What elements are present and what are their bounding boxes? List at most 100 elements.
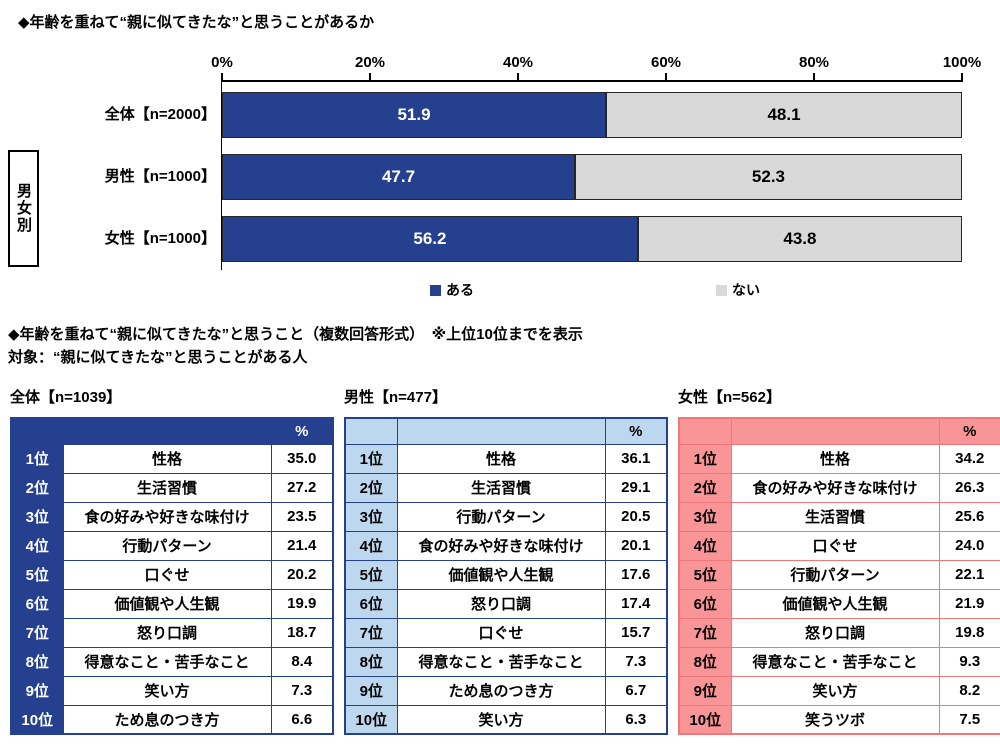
value-cell: 24.0 xyxy=(938,530,1000,561)
x-axis-line xyxy=(221,80,963,82)
legend-item-no: ない xyxy=(716,280,760,300)
table-row: 1位 性格 34.2 xyxy=(678,443,1000,474)
rank-cell: 8位 xyxy=(678,646,732,677)
rank-cell: 8位 xyxy=(10,646,64,677)
item-cell: 価値観や人生観 xyxy=(62,588,272,619)
value-cell: 19.9 xyxy=(270,588,334,619)
item-cell: 性格 xyxy=(62,443,272,474)
x-axis-tick-label: 20% xyxy=(354,54,386,71)
value-cell: 15.7 xyxy=(604,617,668,648)
table-row: 8位 得意なこと・苦手なこと 7.3 xyxy=(344,646,668,677)
ranking-table-female: % 1位 性格 34.2 2位 食の好みや好きな味付け 26.3 3位 生活習慣 25.6 4位 口ぐ… xyxy=(678,417,1000,735)
rank-cell: 6位 xyxy=(344,588,398,619)
table-title-male: 男性【n=477】 xyxy=(344,389,447,406)
table-row: 7位 口ぐせ 15.7 xyxy=(344,617,668,648)
item-cell: 怒り口調 xyxy=(62,617,272,648)
category-label: 全体【n=2000】 xyxy=(104,106,216,123)
rank-cell: 6位 xyxy=(678,588,732,619)
table-row: 8位 得意なこと・苦手なこと 8.4 xyxy=(10,646,334,677)
x-axis-tick-label: 80% xyxy=(798,54,830,71)
item-cell: 食の好みや好きな味付け xyxy=(396,530,606,561)
value-cell: 25.6 xyxy=(938,501,1000,532)
x-axis-tick-label: 40% xyxy=(502,54,534,71)
bar-segment-no: 48.1 xyxy=(606,92,962,138)
x-axis-tick xyxy=(221,73,223,80)
bar-segment-yes: 56.2 xyxy=(222,216,638,262)
item-cell: 行動パターン xyxy=(730,559,940,590)
table-row: 2位 生活習慣 27.2 xyxy=(10,472,334,503)
legend-label: ない xyxy=(732,282,760,298)
value-cell: 19.8 xyxy=(938,617,1000,648)
y-axis-line xyxy=(221,80,222,270)
value-cell: 27.2 xyxy=(270,472,334,503)
rank-cell: 9位 xyxy=(344,675,398,706)
table-row: 5位 口ぐせ 20.2 xyxy=(10,559,334,590)
item-cell: 生活習慣 xyxy=(396,472,606,503)
rank-cell: 5位 xyxy=(678,559,732,590)
table-row: 7位 怒り口調 19.8 xyxy=(678,617,1000,648)
x-axis-tick-label: 0% xyxy=(211,54,233,71)
rank-cell: 2位 xyxy=(344,472,398,503)
rank-cell: 3位 xyxy=(10,501,64,532)
value-cell: 9.3 xyxy=(938,646,1000,677)
table-header-row: % xyxy=(344,417,668,445)
rank-cell: 10位 xyxy=(10,704,64,735)
item-cell: 得意なこと・苦手なこと xyxy=(730,646,940,677)
rank-cell: 1位 xyxy=(10,443,64,474)
legend-swatch xyxy=(430,284,441,296)
table-row: 3位 食の好みや好きな味付け 23.5 xyxy=(10,501,334,532)
value-cell: 35.0 xyxy=(270,443,334,474)
rank-cell: 10位 xyxy=(678,704,732,735)
item-cell: 生活習慣 xyxy=(730,501,940,532)
tables-section-title: ◆年齢を重ねて“親に似てきたな”と思うこと（複数回答形式） ※上位10位までを表… xyxy=(8,326,583,343)
value-cell: 6.7 xyxy=(604,675,668,706)
value-cell: 17.4 xyxy=(604,588,668,619)
bar-row: 51.9 48.1 xyxy=(222,92,962,138)
rank-cell: 3位 xyxy=(344,501,398,532)
rank-cell: 3位 xyxy=(678,501,732,532)
legend-label: ある xyxy=(446,282,474,298)
item-cell: 笑い方 xyxy=(62,675,272,706)
table-block-female: 女性【n=562】 % 1位 性格 34.2 2位 食の好みや好きな味付け 26.3 3位 生活… xyxy=(678,386,1000,735)
table-row: 6位 怒り口調 17.4 xyxy=(344,588,668,619)
item-cell: 行動パターン xyxy=(396,501,606,532)
value-cell: 6.6 xyxy=(270,704,334,735)
value-cell: 29.1 xyxy=(604,472,668,503)
gender-group-label: 男女別 xyxy=(15,183,32,234)
bar-segment-no: 43.8 xyxy=(637,216,962,262)
x-axis-tick-label: 60% xyxy=(650,54,682,71)
legend: ある ない xyxy=(222,280,962,298)
table-block-male: 男性【n=477】 % 1位 性格 36.1 2位 生活習慣 29.1 3位 行動パターン 20.… xyxy=(344,386,668,735)
item-cell: 生活習慣 xyxy=(62,472,272,503)
table-row: 1位 性格 35.0 xyxy=(10,443,334,474)
bar-segment-yes: 51.9 xyxy=(222,92,607,138)
table-row: 10位 笑うツボ 7.5 xyxy=(678,704,1000,735)
value-cell: 8.4 xyxy=(270,646,334,677)
rank-cell: 7位 xyxy=(10,617,64,648)
table-block-overall: 全体【n=1039】 % 1位 性格 35.0 2位 生活習慣 27.2 3位 食の好みや好きな… xyxy=(10,386,334,735)
bar-segment-no: 52.3 xyxy=(574,154,962,200)
value-cell: 20.1 xyxy=(604,530,668,561)
rank-cell: 8位 xyxy=(344,646,398,677)
category-label: 女性【n=1000】 xyxy=(104,230,216,247)
value-cell: 7.5 xyxy=(938,704,1000,735)
item-cell: 価値観や人生観 xyxy=(396,559,606,590)
value-cell: 8.2 xyxy=(938,675,1000,706)
chart-title: ◆年齢を重ねて“親に似てきたな”と思うことがあるか xyxy=(18,14,375,31)
value-cell: 23.5 xyxy=(270,501,334,532)
table-row: 1位 性格 36.1 xyxy=(344,443,668,474)
rank-cell: 5位 xyxy=(10,559,64,590)
header-cell xyxy=(730,417,940,445)
table-row: 8位 得意なこと・苦手なこと 9.3 xyxy=(678,646,1000,677)
value-cell: 6.3 xyxy=(604,704,668,735)
table-row: 4位 行動パターン 21.4 xyxy=(10,530,334,561)
item-cell: 怒り口調 xyxy=(396,588,606,619)
item-cell: 怒り口調 xyxy=(730,617,940,648)
table-row: 9位 笑い方 7.3 xyxy=(10,675,334,706)
legend-item-yes: ある xyxy=(430,280,474,300)
value-cell: 7.3 xyxy=(604,646,668,677)
table-row: 4位 口ぐせ 24.0 xyxy=(678,530,1000,561)
item-cell: 性格 xyxy=(396,443,606,474)
rank-cell: 1位 xyxy=(344,443,398,474)
